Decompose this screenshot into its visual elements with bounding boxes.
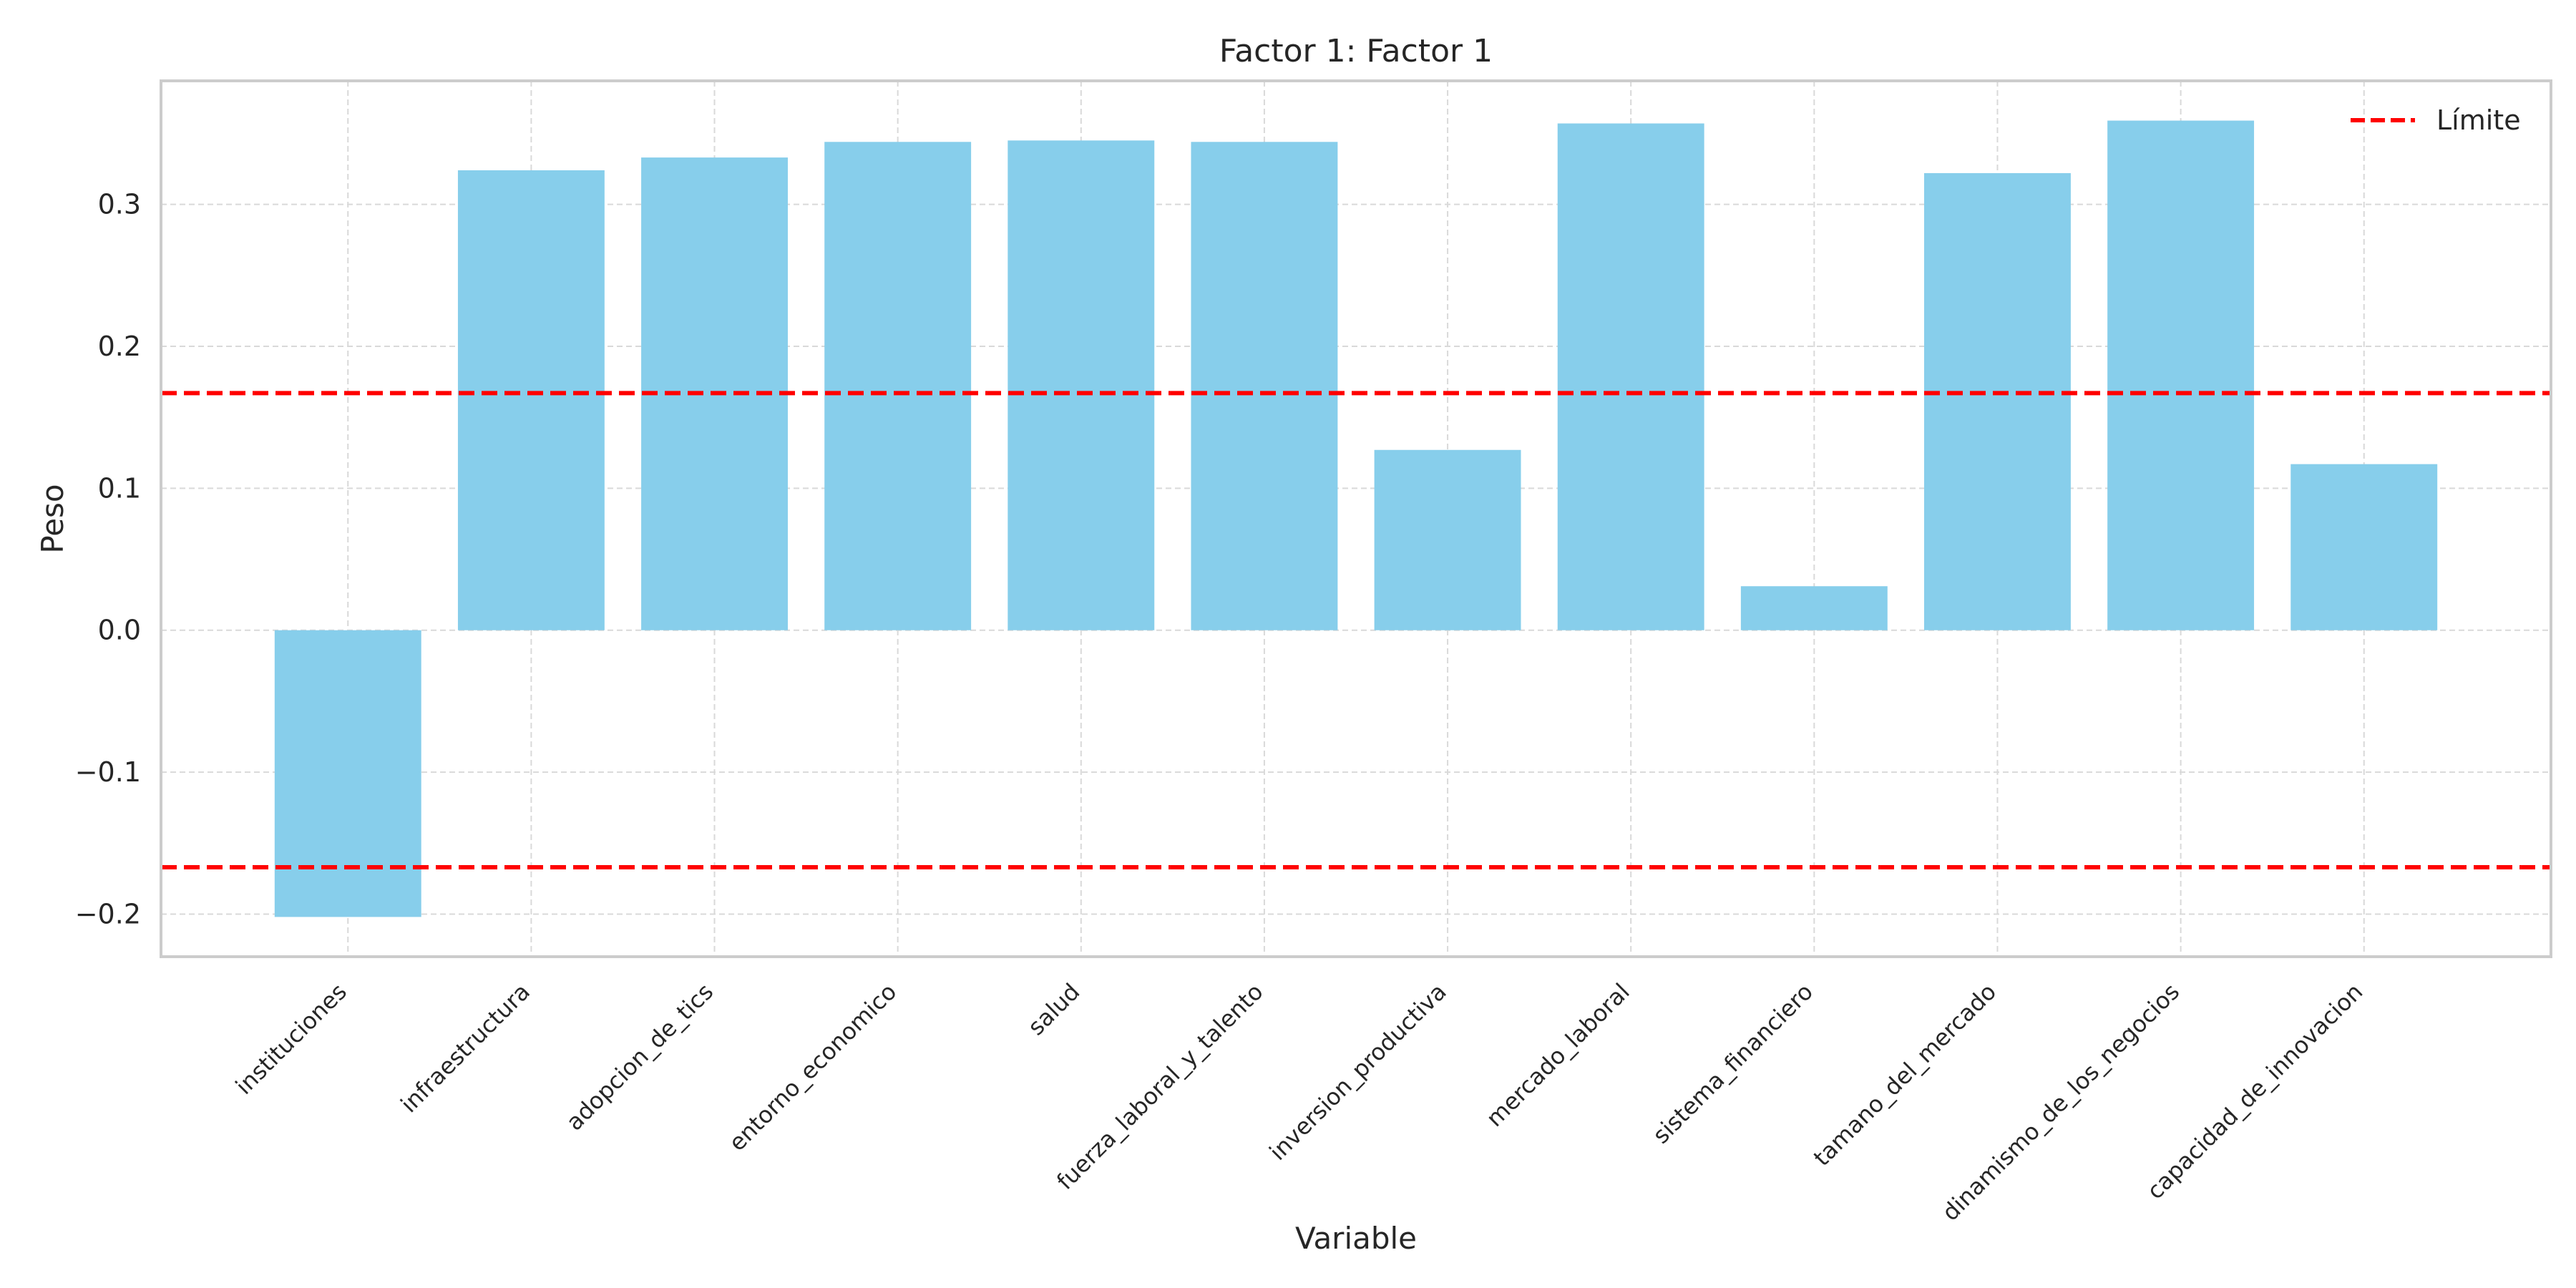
y-tick-label: 0.1	[98, 472, 141, 504]
y-axis-label: Peso	[35, 484, 70, 553]
bar-fuerza_laboral_y_talento	[1191, 142, 1338, 630]
y-tick-label: 0.3	[98, 189, 141, 220]
y-tick-label: 0.2	[98, 331, 141, 362]
bar-dinamismo_de_los_negocios	[2107, 120, 2255, 630]
y-tick-label: −0.1	[75, 756, 141, 788]
bars	[274, 120, 2438, 917]
bar-inversion_productiva	[1374, 449, 1521, 630]
bar-instituciones	[274, 630, 421, 917]
x-axis-label: Variable	[1295, 1221, 1417, 1256]
bar-tamano_del_mercado	[1924, 172, 2071, 630]
plot-frame	[160, 79, 2552, 958]
bar-capacidad_de_innovacion	[2290, 464, 2438, 630]
y-axis-ticks: −0.2 −0.1 0.0 0.1 0.2 0.3	[75, 189, 141, 930]
threshold-lines	[161, 391, 2551, 870]
bar-salud	[1008, 140, 1155, 630]
y-tick-label: −0.2	[75, 898, 141, 930]
bar-infraestructura	[457, 170, 605, 630]
legend-threshold-label: Límite	[2436, 104, 2521, 136]
chart-title: Factor 1: Factor 1	[1219, 33, 1493, 69]
bar-mercado_laboral	[1557, 123, 1704, 630]
bar-sistema_financiero	[1740, 586, 1888, 630]
legend: Límite	[2351, 104, 2521, 136]
bar-entorno_economico	[824, 142, 972, 630]
y-tick-label: 0.0	[98, 615, 141, 646]
